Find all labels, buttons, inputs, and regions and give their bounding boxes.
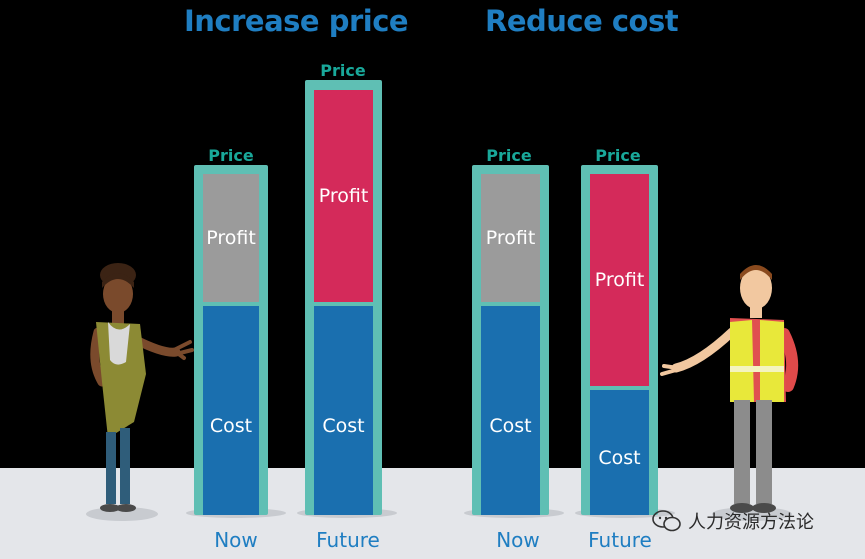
cost-segment: Cost [203, 306, 259, 515]
profit-segment: Profit [481, 174, 540, 302]
column-now-increase: Profit Cost [194, 165, 268, 515]
column-now-reduce: Profit Cost [472, 165, 549, 515]
axis-label-now: Now [214, 528, 258, 552]
heading-reduce-cost: Reduce cost [485, 4, 679, 38]
cost-segment: Cost [590, 390, 649, 515]
axis-label-now: Now [496, 528, 540, 552]
cost-segment: Cost [314, 306, 373, 515]
price-label: Price [595, 146, 641, 165]
axis-label-future: Future [316, 528, 380, 552]
column-future-reduce: Profit Cost [581, 165, 658, 515]
price-label: Price [320, 61, 366, 80]
profit-segment: Profit [590, 174, 649, 386]
cost-segment: Cost [481, 306, 540, 515]
profit-segment: Profit [314, 90, 373, 302]
woman-figure-icon [86, 263, 194, 521]
axis-label-future: Future [588, 528, 652, 552]
price-label: Price [208, 146, 254, 165]
watermark-text: 人力资源方法论 [688, 512, 814, 533]
man-safety-vest-figure-icon [660, 265, 799, 521]
watermark: 人力资源方法论 [652, 508, 814, 534]
price-label: Price [486, 146, 532, 165]
heading-increase-price: Increase price [184, 4, 409, 38]
wechat-icon [652, 510, 681, 532]
profit-segment: Profit [203, 174, 259, 302]
column-future-increase: Profit Cost [305, 80, 382, 515]
